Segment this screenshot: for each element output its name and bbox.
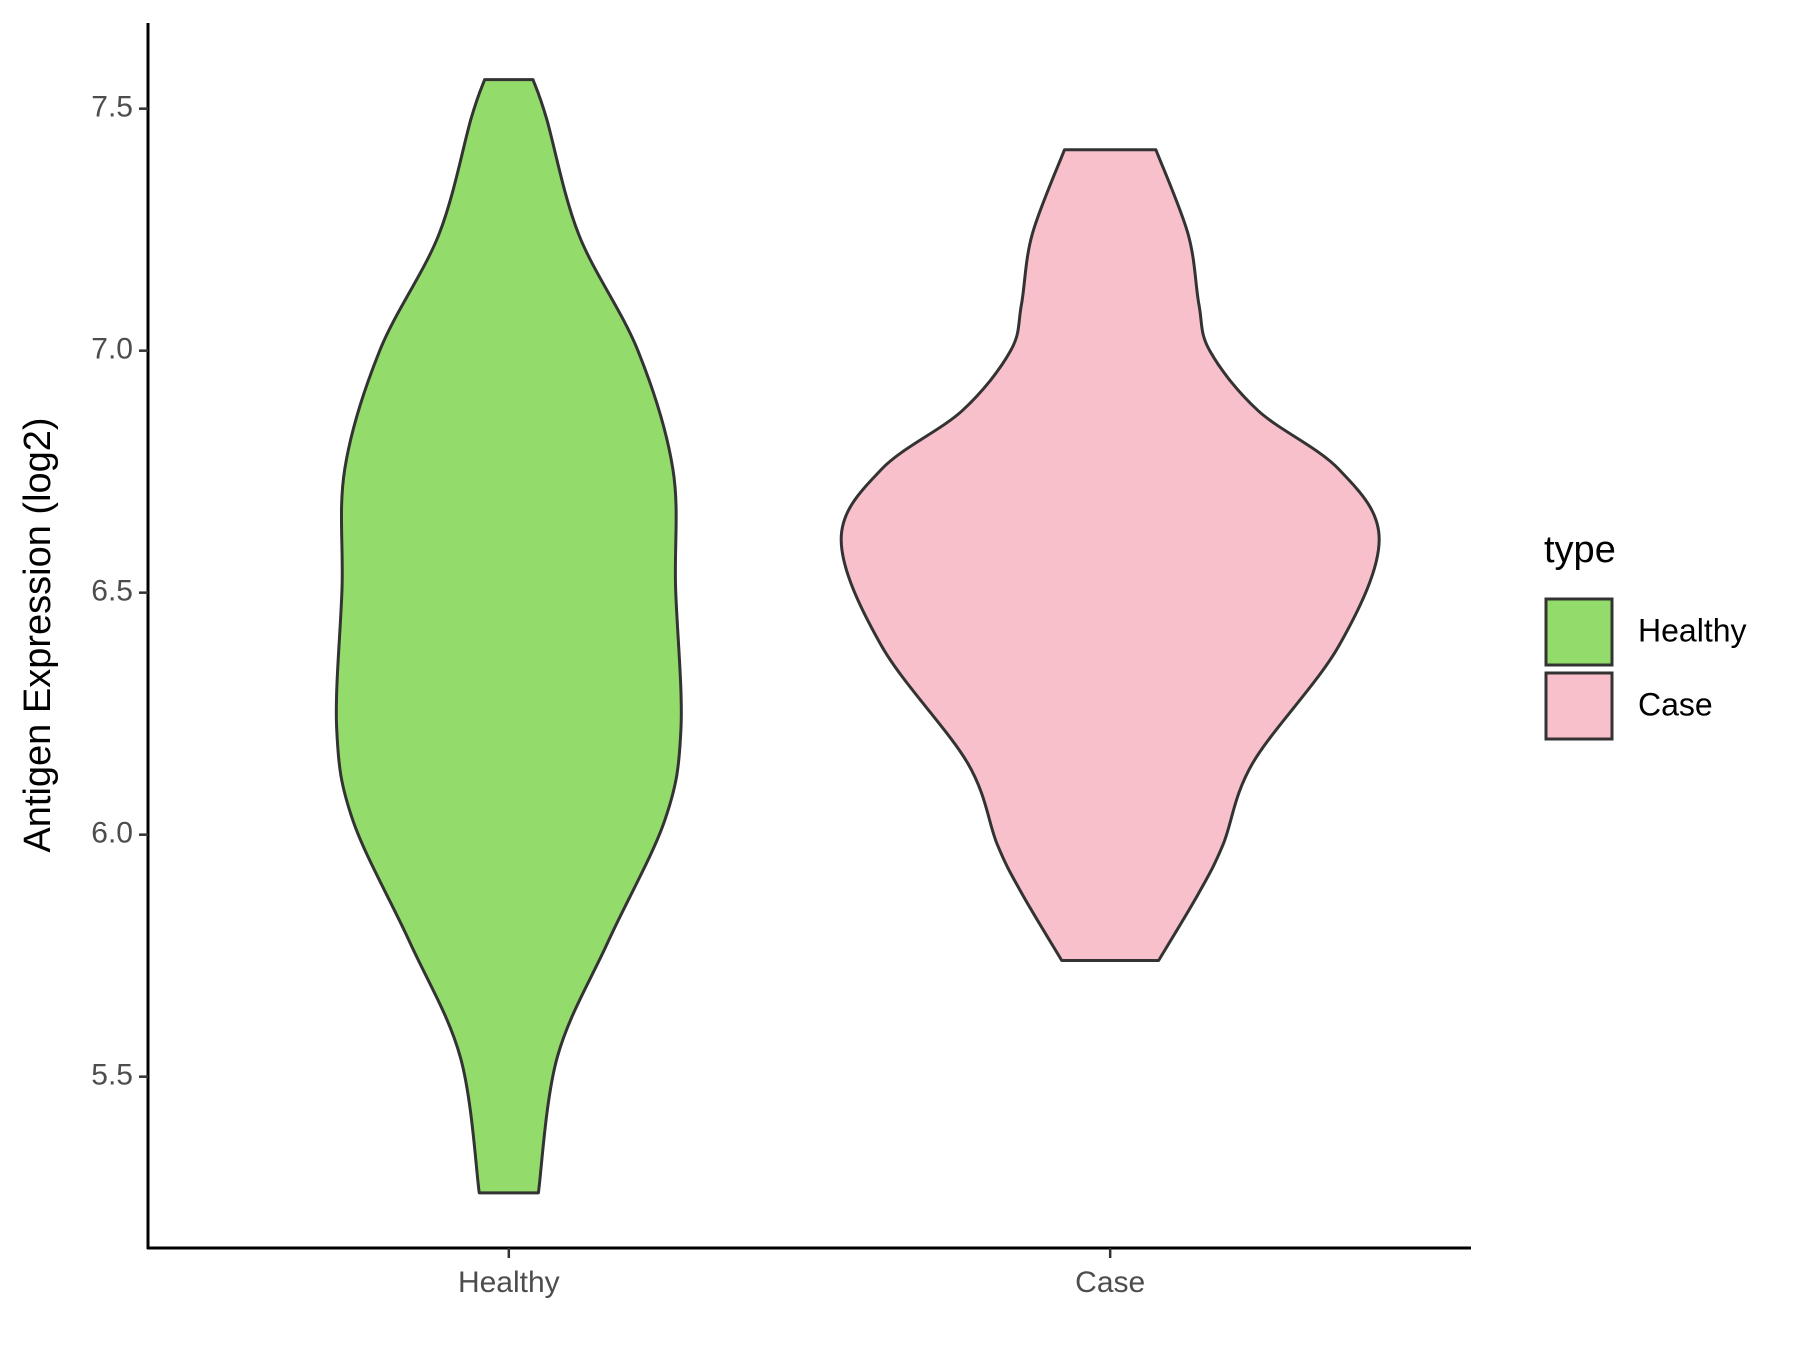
y-tick-label: 6.0: [91, 817, 133, 850]
violin: [334, 78, 683, 1195]
y-tick-label: 6.5: [91, 575, 133, 608]
y-tick-label: 5.5: [91, 1059, 133, 1092]
legend-key: [1544, 597, 1614, 667]
x-tick-label: Case: [1075, 1266, 1145, 1299]
violin: [839, 148, 1381, 963]
y-tick-label: 7.0: [91, 333, 133, 366]
legend-title: type: [1544, 529, 1616, 571]
legend-label: Healthy: [1638, 612, 1747, 648]
legend-key: [1544, 671, 1614, 741]
legend-label: Case: [1638, 686, 1713, 722]
x-tick-label: Healthy: [458, 1266, 560, 1299]
y-axis-title: Antigen Expression (log2): [17, 417, 59, 852]
y-tick-label: 7.5: [91, 91, 133, 124]
